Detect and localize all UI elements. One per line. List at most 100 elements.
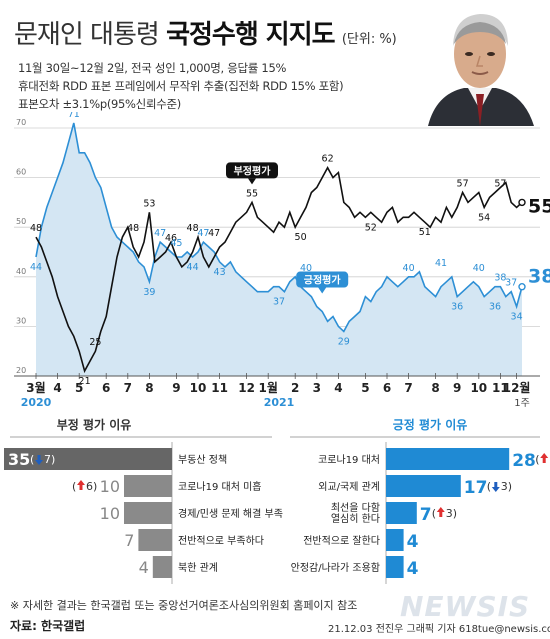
- positive-change-1-value: 3: [501, 480, 508, 493]
- positive-label-45: 37: [273, 297, 285, 308]
- positive-label-34: 43: [214, 267, 226, 278]
- positive-label-85: 36: [489, 302, 501, 313]
- positive-label-88: 37: [505, 278, 517, 289]
- x-month-label: 6: [102, 381, 110, 395]
- negative-label-79: 57: [457, 178, 469, 189]
- x-month-label: 8: [145, 381, 153, 395]
- negative-label-9: 21: [79, 376, 91, 387]
- y-tick-60: 60: [16, 168, 26, 177]
- x-week-label: 1주: [514, 398, 530, 409]
- negative-label-25: 46: [165, 233, 177, 244]
- positive-bar-value: 4: [407, 559, 419, 579]
- positive-change-0-arrow-icon: [540, 453, 549, 463]
- negative-change-paren-close: ): [51, 453, 55, 466]
- positive-label-31: 47: [197, 228, 209, 239]
- positive-label-78: 36: [451, 302, 463, 313]
- negative-bar-value: 7: [124, 531, 134, 550]
- positive-change-0-paren-open: (: [535, 453, 539, 466]
- negative-change-arrow-icon: [35, 455, 43, 465]
- positive-last-marker: [518, 283, 526, 291]
- negative-change-value: 7: [44, 453, 51, 466]
- positive-bar-3: [386, 529, 404, 551]
- x-month-label: 10: [190, 381, 207, 395]
- positive-bar-label: 최선을 다함: [331, 502, 380, 514]
- x-month-label: 5: [361, 381, 369, 395]
- positive-label-23: 47: [154, 228, 166, 239]
- x-month-label: 12: [238, 381, 255, 395]
- x-year-label: 2021: [264, 396, 295, 409]
- negative-bar-label: 부동산 정책: [178, 454, 227, 466]
- negative-bar-label: 경제/민생 문제 해결 부족: [178, 507, 283, 520]
- x-month-label: 6: [383, 381, 391, 395]
- negative-callout-pointer: [248, 178, 256, 185]
- positive-callout-pointer: [318, 287, 327, 294]
- x-month-label: 7: [404, 381, 412, 395]
- negative-bar-1: [124, 475, 172, 497]
- page-title: 문재인 대통령 국정수행 지지도 (단위: %): [14, 14, 397, 51]
- positive-bar-value: 7: [420, 505, 432, 525]
- negative-label-40: 55: [246, 188, 258, 199]
- x-month-label: 11: [211, 381, 228, 395]
- positive-bar-label: 열심히 한다: [331, 513, 380, 525]
- negative-bar-value: 35: [8, 450, 30, 469]
- positive-label-57: 29: [338, 336, 350, 347]
- x-month-label: 12월: [503, 380, 531, 395]
- x-month-label: 9: [453, 381, 461, 395]
- positive-bar-4: [386, 556, 404, 578]
- footnote: ※ 자세한 결과는 한국갤럽 또는 중앙선거여론조사심의위원회 홈페이지 참조: [10, 599, 358, 612]
- president-portrait-photo: [418, 6, 542, 126]
- negative-label-54: 62: [322, 154, 334, 165]
- positive-change-1-paren-close: ): [508, 480, 512, 493]
- negative-label-86: 57: [494, 178, 506, 189]
- negative-bar-2: [124, 502, 172, 524]
- positive-change-2-value: 3: [446, 507, 453, 520]
- negative-callout-box: [226, 162, 278, 179]
- x-month-label: 11: [492, 381, 509, 395]
- x-year-label: 2020: [21, 396, 52, 409]
- x-month-label: 5: [75, 381, 83, 395]
- y-tick-40: 40: [16, 267, 26, 276]
- newsis-watermark: NEWSIS: [400, 590, 531, 623]
- positive-callout-text: 긍정평가: [304, 274, 342, 287]
- x-month-label: 8: [431, 381, 439, 395]
- negative-bar-value: 4: [139, 558, 149, 577]
- positive-label-89: 34: [511, 312, 523, 323]
- positive-bar-label: 코로나19 대처: [318, 454, 380, 466]
- negative-change-1-arrow-icon: [77, 480, 85, 490]
- negative-change-1-paren-open: (: [72, 480, 76, 493]
- negative-last-value: 55: [528, 195, 550, 217]
- x-month-label: 4: [334, 381, 342, 395]
- negative-change-paren-open: (: [30, 453, 34, 466]
- negative-change-1-paren-close: ): [93, 480, 97, 493]
- negative-last-marker: [518, 198, 526, 207]
- negative-label-11: 25: [89, 337, 101, 348]
- negative-bar-3: [138, 529, 172, 551]
- negative-bar-0: [4, 448, 172, 470]
- positive-bar-value: 28: [512, 451, 536, 471]
- negative-bar-label: 북한 관계: [178, 562, 218, 574]
- negative-callout-text: 부정평가: [234, 164, 272, 177]
- x-month-label: 10: [470, 381, 487, 395]
- positive-label-69: 40: [403, 263, 415, 274]
- positive-label-50: 40: [300, 263, 312, 274]
- x-month-label: 4: [53, 381, 61, 395]
- positive-series-line: [35, 122, 523, 333]
- positive-label-0: 44: [30, 262, 42, 273]
- survey-period: 11월 30일~12월 2일, 전국 성인 1,000명, 응답률 15%: [18, 61, 287, 75]
- positive-bar-label: 외교/국제 관계: [318, 481, 380, 493]
- positive-bar-2: [386, 502, 417, 524]
- negative-label-72: 51: [419, 227, 431, 238]
- x-month-label: 3: [313, 381, 321, 395]
- positive-label-26: 45: [170, 238, 182, 249]
- positive-change-1-arrow-icon: [491, 482, 500, 492]
- positive-change-2-paren-close: ): [453, 507, 457, 520]
- positive-bar-label: 전반적으로 잘한다: [303, 535, 380, 547]
- positive-reasons-title: 긍정 평가 이유: [393, 417, 468, 432]
- survey-method: 휴대전화 RDD 표본 프레임에서 무작위 추출(집전화 RDD 15% 포함): [18, 79, 344, 93]
- negative-bar-value: 10: [100, 477, 120, 496]
- positive-bar-value: 4: [407, 532, 419, 552]
